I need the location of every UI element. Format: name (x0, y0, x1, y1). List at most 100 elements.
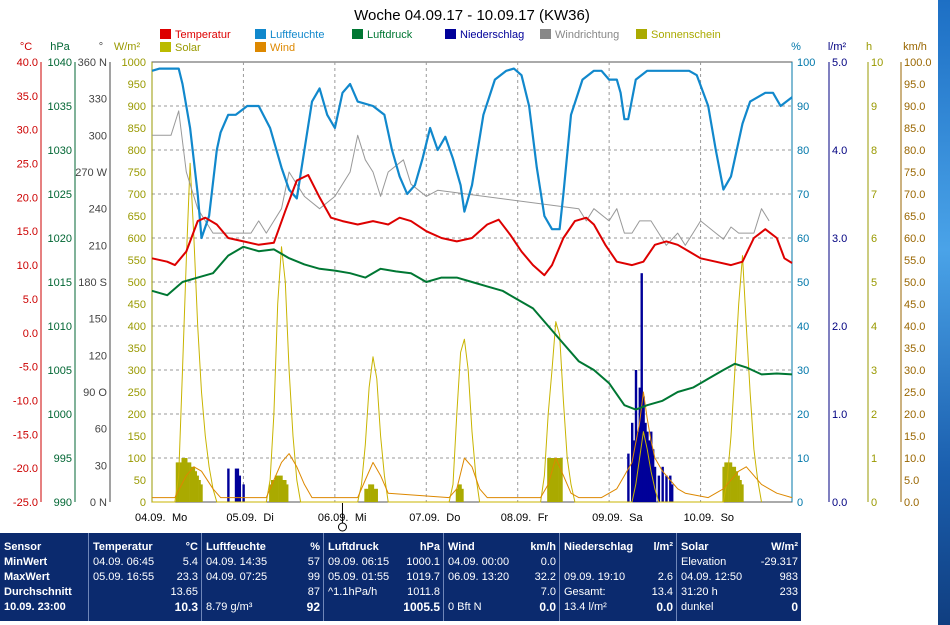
tick-label-sunshine: 3 (871, 365, 877, 377)
tick-label-temperature: -10.0 (13, 395, 38, 407)
tick-label-sunshine: 6 (871, 233, 877, 245)
cell-value: 92 (306, 600, 320, 614)
column-title: Solar (681, 541, 709, 553)
tick-label-sunshine: 5 (871, 277, 877, 289)
precipitation-bar (234, 468, 238, 502)
cell-label: 05.09. 01:55 (328, 571, 390, 583)
precipitation-bar (650, 431, 653, 502)
cell-value: 983 (779, 571, 798, 583)
tick-label-pressure: 1040 (48, 57, 72, 69)
tick-label-wind: 10.0 (904, 453, 925, 465)
axis-unit-sunshine: h (866, 41, 872, 53)
sunshine-bar (370, 484, 373, 502)
cell-label: 06.09. 13:20 (448, 571, 510, 583)
sunshine-bar (554, 458, 558, 502)
legend-entry: Niederschlag (460, 29, 524, 41)
tick-label-temperature: 25.0 (17, 159, 38, 171)
cell-value: 0.0 (539, 600, 556, 614)
legend-entry: Temperatur (175, 29, 231, 41)
tick-label-solar: 700 (128, 189, 146, 201)
column-title: Luftfeuchte (206, 541, 266, 553)
tick-label-sunshine: 2 (871, 409, 877, 421)
tick-label-temperature: 35.0 (17, 91, 38, 103)
legend-entry: Sonnenschein (651, 29, 721, 41)
tick-label-direction: 150 (89, 314, 107, 326)
sunshine-bar (282, 480, 285, 502)
cell-label: Gesamt: (564, 586, 606, 598)
sunshine-bar (461, 488, 464, 502)
tick-label-temperature: 40.0 (17, 57, 38, 69)
sunshine-bar (271, 480, 274, 502)
sunshine-bar (551, 458, 554, 502)
sunshine-bar (368, 484, 371, 502)
x-tick-day: So (721, 512, 734, 524)
tick-label-humidity: 20 (797, 409, 809, 421)
sunshine-bar (185, 458, 188, 502)
stats-column: Sensor MinWert MaxWert Durchschnitt 10.09. 2… (0, 533, 88, 621)
cell-value: -29.317 (760, 556, 798, 568)
x-tick-date: 07.09. (409, 512, 440, 524)
sunshine-bar (194, 471, 198, 502)
cell-label: 13.4 l/m² (564, 601, 607, 613)
cell-value: 10.3 (174, 600, 198, 614)
tick-label-wind: 80.0 (904, 145, 925, 157)
precipitation-bar (638, 387, 642, 502)
stats-column: Niederschlag l/m² 09.09. 19:10 2.6 Gesamt: 13… (559, 533, 677, 621)
axis-unit-direction: ° (99, 41, 103, 53)
column-unit: W/m² (771, 541, 798, 553)
cell-label: 8.79 g/m³ (206, 601, 253, 613)
sunshine-bar (371, 484, 375, 502)
sunshine-bar (286, 484, 289, 502)
cell-label: MaxWert (4, 571, 50, 583)
stats-column: Temperatur °C 04.09. 06:45 5.4 05.09. 16:55 2… (88, 533, 202, 621)
tick-label-wind: 85.0 (904, 123, 925, 135)
tick-label-pressure: 1005 (48, 365, 72, 377)
tick-label-precip: 1.0 (832, 409, 847, 421)
sunshine-bar (272, 480, 276, 502)
tick-label-sunshine: 10 (871, 57, 883, 69)
cell-label: 04.09. 00:00 (448, 556, 510, 568)
sunshine-bar (200, 484, 203, 502)
tick-label-humidity: 50 (797, 277, 809, 289)
tick-label-direction: 30 (95, 460, 107, 472)
tick-label-temperature: -20.0 (13, 463, 38, 475)
precipitation-bar (657, 475, 661, 502)
cell-label: 04.09. 14:35 (206, 556, 268, 568)
cell-label: MinWert (4, 556, 48, 568)
legend-entry: Windrichtung (555, 29, 619, 41)
tick-label-direction: 270 W (75, 167, 107, 179)
tick-label-wind: 0.0 (904, 497, 919, 509)
tick-label-solar: 900 (128, 101, 146, 113)
tick-label-sunshine: 7 (871, 189, 877, 201)
tick-label-pressure: 1000 (48, 409, 72, 421)
tick-label-solar: 0 (140, 497, 146, 509)
sunshine-bar (741, 484, 744, 502)
x-tick-day: Fr (538, 512, 549, 524)
cell-label: 0 Bft N (448, 601, 482, 613)
sunshine-bar (733, 466, 737, 502)
tick-label-wind: 50.0 (904, 277, 925, 289)
tick-label-solar: 250 (128, 387, 146, 399)
cell-value: 0.0 (540, 556, 556, 568)
stats-column: Luftfeuchte% 04.09. 14:35 57 04.09. 07:25 99… (201, 533, 324, 621)
x-tick-day: Do (446, 512, 460, 524)
cell-label: ^1.1hPa/h (328, 586, 378, 598)
sunshine-bar (724, 462, 727, 502)
tick-label-solar: 950 (128, 79, 146, 91)
tick-label-temperature: 5.0 (23, 294, 38, 306)
tick-label-wind: 95.0 (904, 79, 925, 91)
sunshine-bar (198, 480, 201, 502)
sunshine-bar (364, 488, 367, 502)
tick-label-direction: 300 (89, 130, 107, 142)
cell-value: 0.0 (656, 600, 673, 614)
cell-label: 31:20 h (681, 586, 718, 598)
legend-swatch (445, 29, 456, 39)
tick-label-solar: 300 (128, 365, 146, 377)
x-tick-day: Di (263, 512, 273, 524)
precipitation-bar (644, 422, 647, 502)
wind-line (152, 391, 793, 499)
tick-label-direction: 330 (89, 94, 107, 106)
x-tick-date: 05.09. (226, 512, 257, 524)
tick-label-humidity: 60 (797, 233, 809, 245)
tick-label-solar: 50 (134, 475, 146, 487)
